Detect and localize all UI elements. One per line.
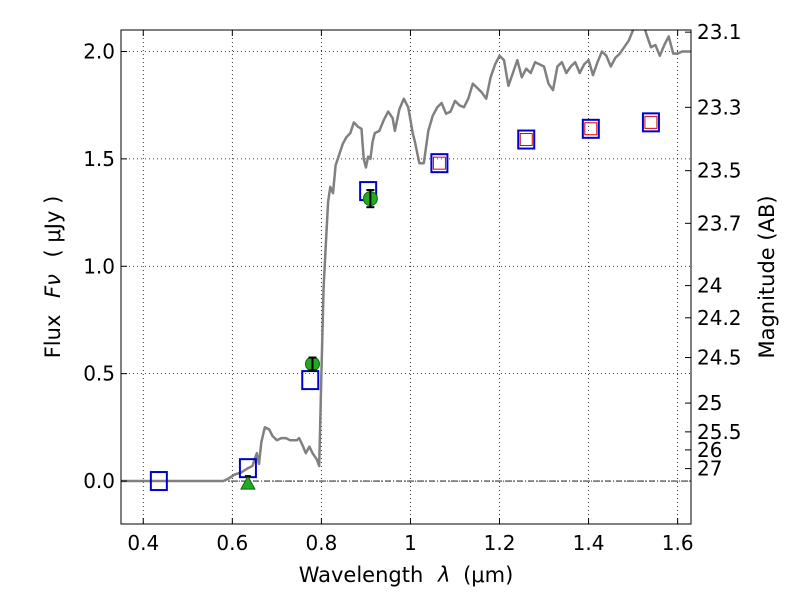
x-axis-label-unit: (μm) bbox=[463, 563, 513, 587]
magnitude-tick-label: 27 bbox=[697, 457, 722, 481]
model-flux-inner-square bbox=[519, 133, 533, 147]
photometry-markers bbox=[149, 112, 660, 492]
magnitude-tick-label: 24.5 bbox=[697, 346, 742, 370]
x-tick-label: 1.4 bbox=[573, 531, 605, 555]
magnitude-tick-label: 25.5 bbox=[697, 420, 742, 444]
y-tick-label: 2.0 bbox=[83, 39, 115, 63]
model-flux-square bbox=[581, 118, 600, 139]
y-axis-label-text: Flux bbox=[41, 315, 65, 359]
magnitude-tick-label: 23.3 bbox=[697, 95, 742, 119]
model-flux-inner-square bbox=[432, 156, 446, 170]
x-tick-label: 1 bbox=[404, 531, 417, 555]
right-axis-label: Magnitude (AB) bbox=[755, 195, 779, 358]
model-flux-square bbox=[149, 471, 168, 492]
spectrum-line-layer bbox=[121, 30, 691, 483]
x-tick-label: 0.6 bbox=[216, 531, 248, 555]
y-tick-label: 0.0 bbox=[83, 469, 115, 493]
magnitude-tick-label: 23.5 bbox=[697, 159, 742, 183]
x-axis-label-text: Wavelength bbox=[299, 563, 424, 587]
plot-frame bbox=[120, 29, 692, 525]
plot-area bbox=[121, 30, 691, 524]
y-tick-label: 0.5 bbox=[83, 362, 115, 386]
magnitude-tick-label: 26 bbox=[697, 438, 722, 462]
upper-limit-triangle bbox=[240, 475, 256, 490]
model-flux-square bbox=[430, 153, 449, 174]
magnitude-tick-label: 23.1 bbox=[697, 20, 742, 44]
axis-ticks: 0.4 0.6 0.8 1 1.2 1.4 1.6 0.0 0.5 1.0 1.5 2.0 23.1 23… bbox=[83, 20, 741, 555]
magnitude-tick-label: 24 bbox=[697, 274, 722, 298]
y-axis-label-unit: ( μJy ) bbox=[41, 196, 65, 258]
x-tick-label: 1.6 bbox=[662, 531, 694, 555]
spectrum-line bbox=[121, 30, 691, 483]
y-tick-label: 1.5 bbox=[83, 147, 115, 171]
y-axis-label-symbol: Fν bbox=[41, 274, 65, 298]
magnitude-tick-label: 25 bbox=[697, 391, 722, 415]
x-tick-label: 0.8 bbox=[305, 531, 337, 555]
x-tick-label: 1.2 bbox=[484, 531, 516, 555]
model-flux-square bbox=[641, 112, 660, 133]
x-tick-label: 0.4 bbox=[127, 531, 159, 555]
model-flux-inner-square bbox=[584, 122, 598, 136]
y-axis-label: Flux Fν ( μJy ) bbox=[41, 196, 65, 359]
model-flux-inner-square bbox=[644, 115, 658, 129]
y-tick-label: 1.0 bbox=[83, 254, 115, 278]
magnitude-tick-label: 24.2 bbox=[697, 306, 742, 330]
grid bbox=[121, 30, 691, 524]
x-axis-label: Wavelength λ (μm) bbox=[299, 563, 514, 587]
x-axis-label-symbol: λ bbox=[437, 563, 450, 587]
magnitude-tick-label: 23.7 bbox=[697, 211, 742, 235]
model-flux-square bbox=[517, 129, 536, 150]
